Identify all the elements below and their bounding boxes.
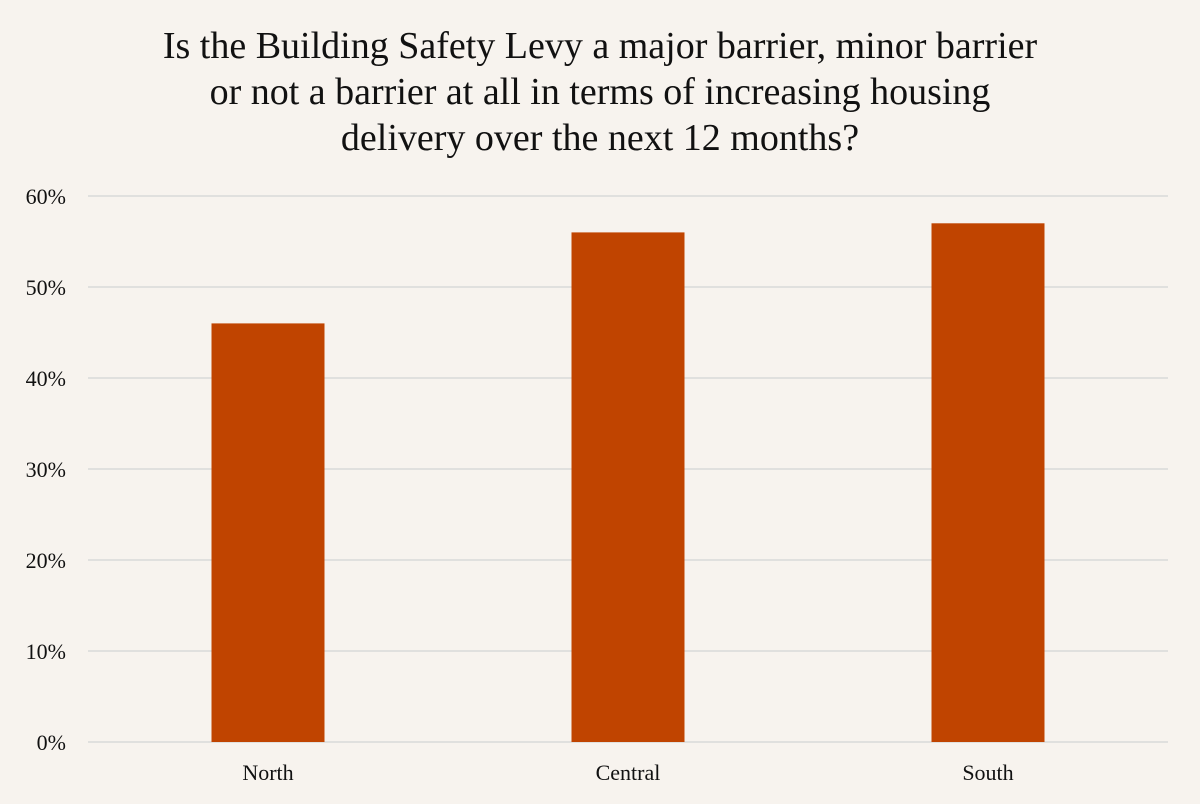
chart-title-line-3: delivery over the next 12 months? (341, 117, 859, 159)
y-axis-tick-label: 30% (26, 457, 66, 482)
x-axis-tick-label: South (962, 760, 1013, 785)
y-axis-tick-labels: 0% 10% 20% 30% 40% 50% 60% (26, 184, 66, 755)
bar-central (571, 232, 685, 742)
y-axis-tick-label: 50% (26, 275, 66, 300)
y-axis-tick-label: 40% (26, 366, 66, 391)
x-axis-tick-label: Central (596, 760, 661, 785)
x-axis-tick-label: North (242, 760, 293, 785)
y-axis-tick-label: 10% (26, 639, 66, 664)
bars (211, 223, 1045, 743)
chart-title: Is the Building Safety Levy a major barr… (163, 25, 1038, 159)
y-axis-tick-label: 60% (26, 184, 66, 209)
y-axis-tick-label: 0% (37, 730, 66, 755)
bar-south (931, 223, 1045, 743)
x-axis-tick-labels: North Central South (242, 760, 1013, 785)
y-axis-tick-label: 20% (26, 548, 66, 573)
chart-title-line-2: or not a barrier at all in terms of incr… (210, 71, 991, 113)
bar-north (211, 323, 325, 742)
chart-title-line-1: Is the Building Safety Levy a major barr… (163, 25, 1038, 67)
